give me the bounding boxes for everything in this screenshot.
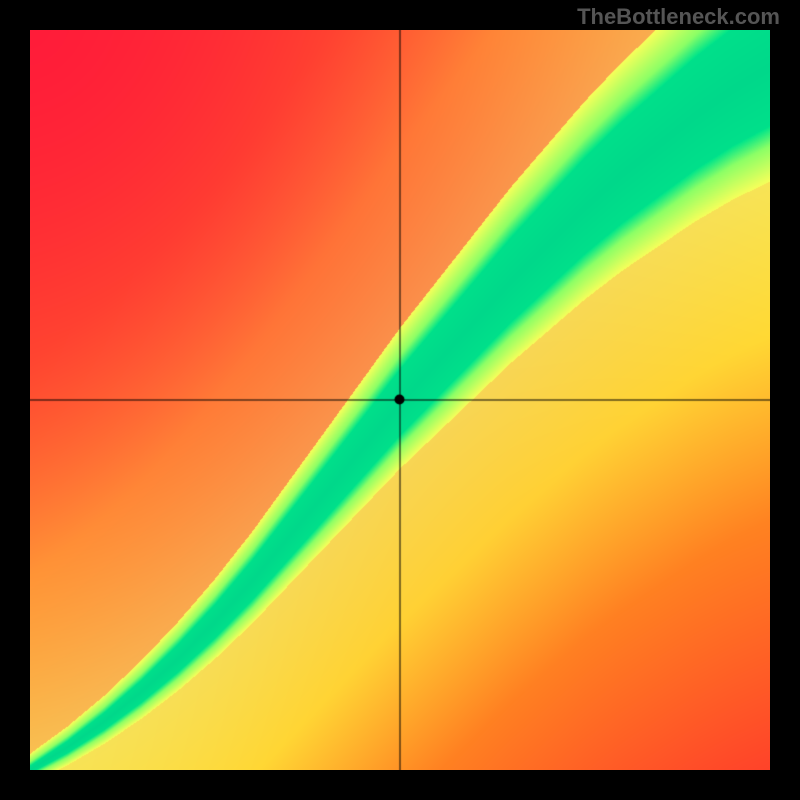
heatmap-canvas [30,30,770,770]
watermark-text: TheBottleneck.com [577,4,780,30]
chart-container: TheBottleneck.com [0,0,800,800]
